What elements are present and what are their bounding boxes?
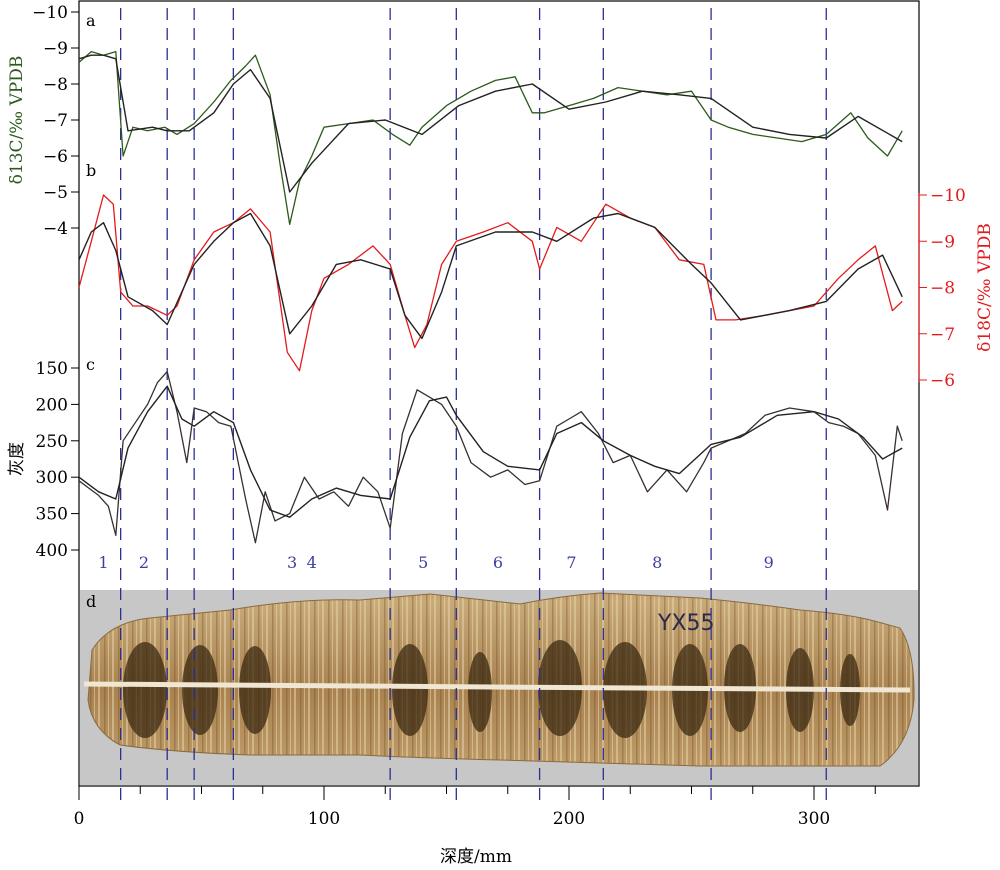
plot-frame [78, 0, 920, 787]
y-tick-label: −10 [32, 3, 68, 23]
y-tick-label: 300 [36, 468, 68, 488]
x-axis: 0 100 200 300 [74, 786, 876, 829]
series-line-b-smoothed [78, 212, 903, 340]
zone-label: 5 [418, 553, 428, 572]
series-line-a-raw [78, 50, 903, 226]
zone-label: 2 [139, 553, 149, 572]
y-tick-label: −9 [43, 39, 68, 59]
series-line-a-smoothed [78, 54, 903, 193]
zone-label: 3 [287, 553, 297, 572]
y-tick-label: −5 [43, 183, 68, 203]
zone-boundaries [120, 8, 827, 800]
zone-label: 9 [764, 553, 774, 572]
y-tick-label: −6 [930, 371, 955, 391]
y-tick-label: −8 [43, 75, 68, 95]
y-tick-label: 250 [36, 432, 68, 452]
y-tick-label: −7 [43, 111, 68, 131]
panel-letter-c: c [86, 355, 95, 374]
x-axis-label: 深度/mm [440, 847, 512, 867]
zone-label: 6 [493, 553, 503, 572]
y-tick-label: −10 [930, 186, 966, 206]
zone-label: 1 [98, 553, 108, 572]
zone-label: 7 [566, 553, 576, 572]
y-tick-label: 350 [36, 505, 68, 525]
panel-letter-a: a [86, 11, 96, 30]
y-tick-label: −6 [43, 147, 68, 167]
x-tick-label: 200 [553, 809, 585, 829]
x-tick-label: 300 [798, 809, 830, 829]
panel-letter-b: b [86, 161, 96, 180]
sample-label: YX55 [657, 611, 715, 636]
zone-label: 8 [652, 553, 662, 572]
y-tick-label: 200 [36, 395, 68, 415]
y-tick-label: −8 [930, 279, 955, 299]
y-tick-label: 400 [36, 541, 68, 561]
y-axis-label: δ13C/‰ VPDB [7, 56, 27, 185]
x-tick-label: 0 [74, 809, 85, 829]
panel-letter-d: d [86, 592, 96, 611]
y-tick-label: −7 [930, 325, 955, 345]
speleothem-photo: YX55 d [80, 590, 918, 785]
y-tick-label: −9 [930, 232, 955, 252]
y-tick-label: 150 [36, 359, 68, 379]
panels: −10 −9 −8 −7 −6 −5 −4 δ13C/‰ VPDB a −10 −9 −8 −7 −6 δ1… [7, 3, 995, 561]
x-tick-label: 100 [308, 809, 340, 829]
y-axis-label: 灰度 [7, 442, 27, 476]
panel-b: −10 −9 −8 −7 −6 δ18C/‰ VPDB b [78, 161, 995, 391]
panel-c: 400 350 300 250 200 150 灰度 c [7, 355, 903, 561]
series-line-b-raw [78, 194, 903, 372]
speleothem-body [87, 592, 915, 767]
y-axis-label: δ18C/‰ VPDB [975, 223, 995, 352]
dark-growth-bands [123, 640, 860, 738]
sampling-track [83, 681, 911, 693]
zone-label: 4 [307, 553, 317, 572]
series-line-c-smoothed [78, 385, 903, 518]
y-tick-label: −4 [43, 219, 68, 239]
series-line-c-raw [78, 370, 903, 544]
panel-a: −10 −9 −8 −7 −6 −5 −4 δ13C/‰ VPDB a [7, 3, 903, 239]
